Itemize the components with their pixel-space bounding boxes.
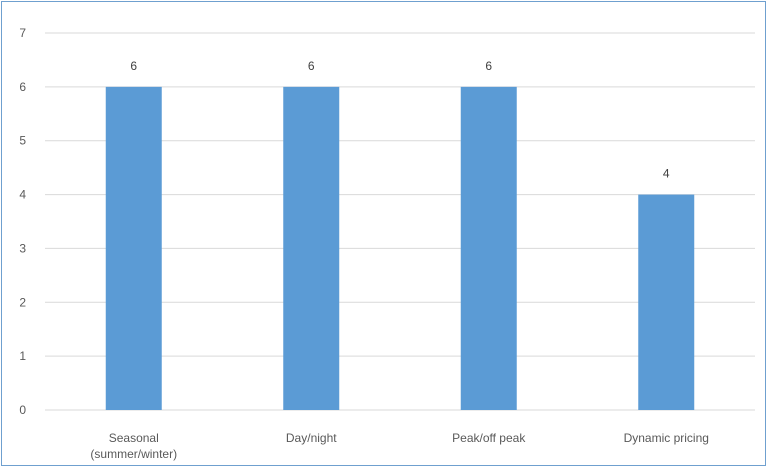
bar [638, 194, 695, 410]
bars [105, 86, 695, 410]
y-tick-label: 6 [19, 80, 26, 94]
x-axis-category-labels: Seasonal (summer/winter) Day/night Peak/off… [90, 431, 709, 461]
bar [105, 86, 162, 410]
data-label: 4 [663, 167, 670, 181]
category-label: Seasonal [109, 431, 159, 445]
y-tick-label: 7 [19, 26, 26, 40]
y-axis-tick-labels: 0 1 2 3 4 5 6 7 [19, 26, 26, 417]
bar [460, 86, 517, 410]
gridlines [45, 32, 755, 411]
y-tick-label: 3 [19, 241, 26, 255]
data-label: 6 [130, 59, 137, 73]
data-label: 6 [485, 59, 492, 73]
y-tick-label: 5 [19, 134, 26, 148]
category-label: Day/night [286, 431, 337, 445]
category-label: Peak/off peak [452, 431, 526, 445]
y-tick-label: 4 [19, 188, 26, 202]
category-label: Dynamic pricing [624, 431, 709, 445]
y-tick-label: 1 [19, 349, 26, 363]
y-tick-label: 2 [19, 295, 26, 309]
bar [283, 86, 340, 410]
data-labels: 6 6 6 4 [130, 59, 670, 181]
y-tick-label: 0 [19, 403, 26, 417]
category-label: (summer/winter) [90, 447, 177, 461]
data-label: 6 [308, 59, 315, 73]
